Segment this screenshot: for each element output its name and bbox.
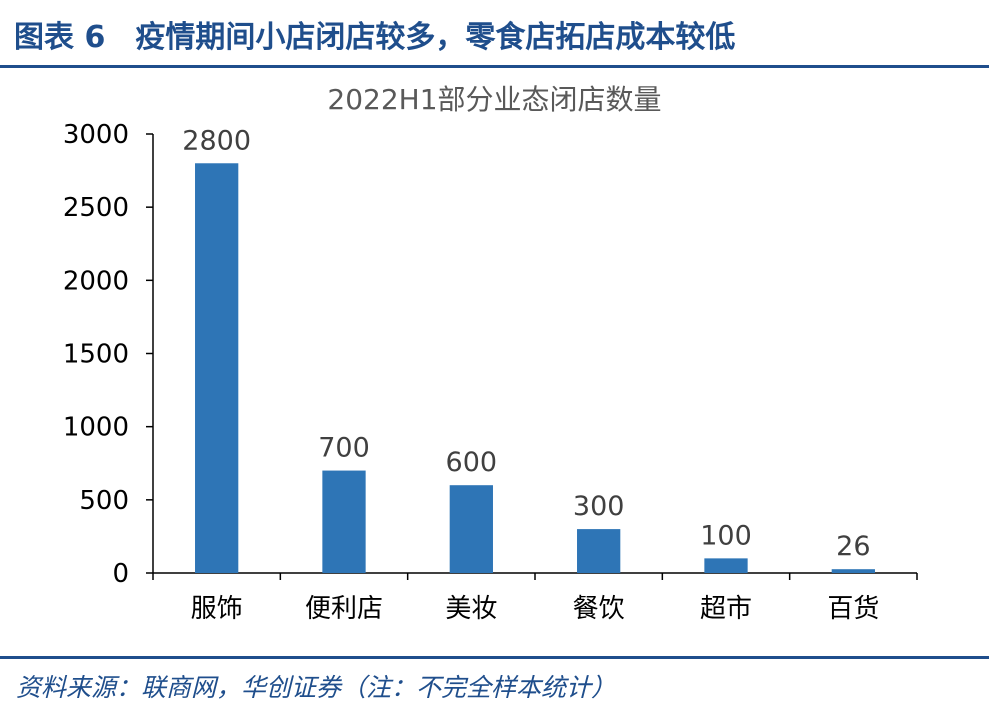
category-label: 美妆 <box>445 594 497 624</box>
bar <box>322 470 366 573</box>
data-label: 2800 <box>182 125 251 156</box>
source-note: 资料来源：联商网，华创证券（注：不完全样本统计） <box>16 673 617 702</box>
bar <box>831 569 875 573</box>
bar <box>704 558 748 573</box>
category-label: 服饰 <box>191 594 243 624</box>
data-label: 100 <box>700 520 752 551</box>
data-label: 26 <box>836 531 870 562</box>
y-tick-label: 2000 <box>63 266 129 296</box>
figure-header: 图表 6 疫情期间小店闭店较多，零食店拓店成本较低 <box>0 0 989 68</box>
category-label: 便利店 <box>305 594 383 624</box>
category-label: 百货 <box>827 594 879 624</box>
category-label: 超市 <box>700 594 752 624</box>
y-tick-label: 0 <box>112 559 129 589</box>
data-label: 700 <box>318 433 370 464</box>
footer-divider <box>0 656 989 659</box>
data-label: 600 <box>446 447 498 478</box>
y-tick-label: 3000 <box>63 120 129 150</box>
y-tick-label: 1500 <box>63 340 129 370</box>
y-tick-label: 1000 <box>63 413 129 443</box>
y-tick-label: 500 <box>79 486 129 516</box>
bar <box>577 529 621 573</box>
category-label: 餐饮 <box>573 594 625 624</box>
figure-title: 图表 6 疫情期间小店闭店较多，零食店拓店成本较低 <box>14 20 736 55</box>
bar-chart: 0 500 1000 1500 2000 2500 3000 2800 服饰 700 便利店 600 美… <box>63 120 918 624</box>
chart-container: 2022H1部分业态闭店数量 0 500 1000 1500 2000 2500 3000 2… <box>0 70 989 656</box>
bar <box>449 485 493 573</box>
y-tick-label: 2500 <box>63 193 129 223</box>
bar <box>195 163 239 573</box>
data-label: 300 <box>573 491 625 522</box>
chart-title: 2022H1部分业态闭店数量 <box>327 83 662 116</box>
